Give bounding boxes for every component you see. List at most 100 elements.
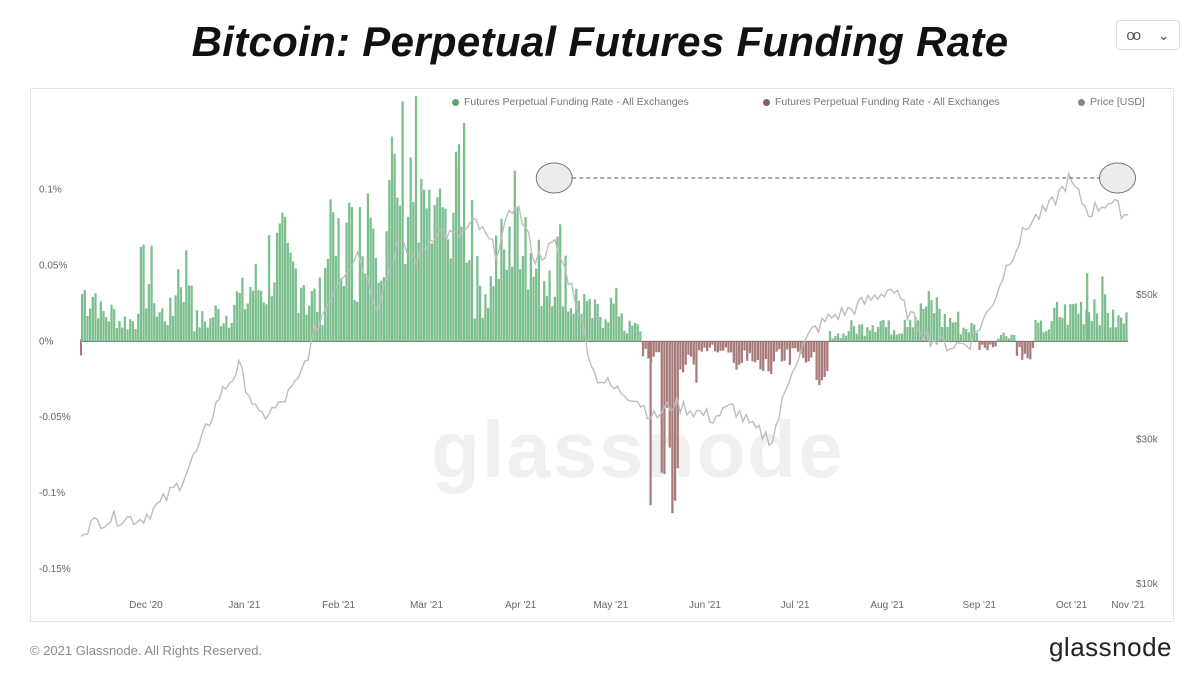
funding-bar	[746, 341, 749, 361]
funding-bar	[372, 228, 375, 342]
x-tick-label: Mar '21	[410, 600, 443, 611]
funding-bar	[818, 341, 821, 386]
legend-item-negative-funding[interactable]: Futures Perpetual Funding Rate - All Exc…	[763, 96, 1000, 108]
funding-bar	[604, 319, 607, 342]
funding-bar	[732, 341, 735, 363]
funding-bar	[727, 341, 730, 353]
funding-bar	[145, 308, 148, 342]
funding-bar	[994, 341, 997, 347]
funding-bar	[243, 309, 247, 342]
funding-bar	[852, 326, 856, 342]
funding-bar	[433, 205, 436, 342]
funding-bar	[874, 331, 877, 342]
legend-item-price[interactable]: Price [USD]	[1078, 96, 1145, 108]
funding-bar	[81, 294, 84, 342]
funding-bar	[179, 287, 183, 342]
legend-label: Futures Perpetual Funding Rate - All Exc…	[464, 96, 689, 108]
funding-bar	[572, 313, 575, 342]
funding-bar	[716, 341, 719, 353]
funding-bar	[500, 218, 503, 342]
funding-bar	[137, 313, 140, 342]
funding-bar	[983, 341, 987, 348]
funding-bar	[724, 341, 727, 348]
funding-bar	[275, 232, 279, 342]
funding-bar	[404, 263, 407, 342]
funding-bar	[989, 341, 992, 345]
funding-bar	[134, 328, 137, 342]
funding-bar	[938, 308, 941, 342]
funding-bar	[740, 341, 743, 363]
funding-bar	[981, 341, 984, 345]
funding-bar	[1031, 341, 1035, 349]
funding-bar	[425, 208, 428, 342]
funding-bar	[86, 316, 89, 342]
funding-bar	[107, 321, 110, 342]
funding-bar	[489, 276, 492, 342]
funding-bar	[380, 280, 383, 342]
chart-panel: glassnode 0.1% 0.05% 0% -0.05% -0.1% -0.15% $…	[30, 88, 1174, 622]
funding-bar	[454, 151, 458, 342]
funding-bar	[900, 333, 904, 342]
funding-bar	[588, 299, 591, 342]
funding-bar	[794, 341, 797, 349]
funding-bar	[326, 258, 329, 342]
funding-bar	[647, 341, 650, 359]
y-right-tick-label: $10k	[1136, 579, 1159, 590]
funding-bar	[241, 277, 244, 342]
funding-bar	[783, 341, 786, 361]
funding-bar	[567, 311, 570, 342]
funding-bar	[318, 277, 321, 342]
funding-bar	[361, 256, 364, 342]
funding-bar	[925, 306, 928, 342]
funding-bar	[711, 341, 714, 345]
funding-bar	[219, 326, 223, 342]
funding-bar	[943, 313, 946, 342]
funding-bar	[607, 322, 610, 342]
funding-bar	[970, 323, 973, 342]
copyright-text: © 2021 Glassnode. All Rights Reserved.	[30, 643, 263, 658]
funding-bar	[251, 290, 255, 342]
funding-bar	[668, 341, 671, 448]
funding-bar	[462, 123, 466, 342]
funding-bar	[364, 273, 367, 342]
funding-bar	[278, 223, 281, 342]
funding-bar	[1103, 294, 1107, 342]
funding-bar	[123, 316, 126, 342]
funding-bar	[139, 246, 143, 342]
funding-bar	[1106, 312, 1109, 342]
funding-bar	[858, 324, 861, 342]
funding-bar	[631, 325, 634, 342]
funding-bar	[187, 285, 191, 342]
funding-bar	[583, 293, 586, 342]
funding-bar	[182, 301, 185, 342]
legend-item-positive-funding[interactable]: Futures Perpetual Funding Rate - All Exc…	[452, 96, 689, 108]
funding-bar	[166, 325, 169, 342]
funding-bar	[118, 320, 121, 342]
funding-bar	[422, 189, 426, 342]
funding-bar	[657, 341, 661, 353]
funding-bar	[1063, 304, 1067, 342]
funding-bar	[1114, 327, 1117, 342]
funding-bar	[158, 312, 161, 342]
funding-bar	[460, 226, 463, 342]
funding-bar	[1010, 334, 1013, 342]
x-tick-label: Aug '21	[870, 600, 904, 611]
y-left-tick-label: 0.1%	[39, 185, 62, 196]
funding-bar	[890, 334, 893, 342]
funding-bar	[911, 327, 914, 342]
funding-bar	[129, 319, 132, 342]
funding-bar	[257, 290, 260, 342]
x-tick-label: Jul '21	[781, 600, 810, 611]
funding-bar	[91, 296, 94, 342]
funding-bar	[473, 318, 476, 342]
funding-bar	[398, 205, 402, 342]
y-right-tick-label: $30k	[1136, 435, 1159, 446]
funding-bar	[826, 341, 829, 371]
x-tick-label: Sep '21	[962, 600, 996, 611]
funding-bar	[839, 338, 842, 342]
funding-spike-bar	[457, 144, 461, 342]
funding-bar	[484, 294, 487, 342]
funding-bar	[714, 341, 717, 352]
funding-bar	[521, 255, 524, 342]
view-options-control[interactable]: oo ⌄	[1116, 20, 1180, 50]
